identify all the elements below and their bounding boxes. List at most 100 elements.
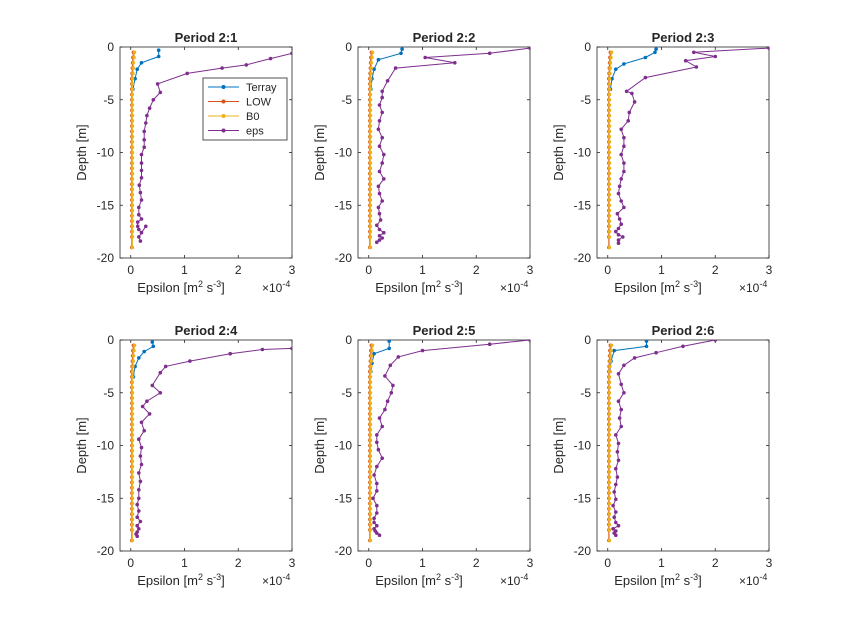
data-point-eps (138, 454, 143, 458)
data-point-B0 (368, 119, 373, 123)
data-point-eps (683, 58, 688, 63)
data-point-eps (385, 79, 390, 83)
y-tick-label: -20 (574, 251, 592, 265)
legend-box (202, 77, 288, 141)
y-tick-label: 0 (584, 40, 591, 54)
data-point-B0 (130, 203, 135, 208)
x-label-sup: -3 (690, 279, 698, 289)
data-point-eps (137, 235, 141, 239)
x-scale-multiplier: ×10-4 (739, 279, 767, 295)
data-point-B0 (130, 433, 135, 437)
y-tick-label: -5 (580, 93, 591, 107)
data-point-Terray (622, 62, 626, 66)
data-point-eps (378, 218, 383, 222)
x-scale-exponent: -4 (520, 279, 528, 289)
data-point-B0 (368, 92, 373, 97)
data-point-Terray (133, 76, 137, 81)
data-point-Terray (156, 48, 161, 52)
data-point-B0 (368, 449, 373, 453)
data-point-B0 (607, 401, 612, 406)
data-point-B0 (607, 198, 612, 202)
data-point-eps (142, 129, 146, 134)
y-tick-label: 0 (345, 40, 352, 54)
data-point-B0 (608, 359, 612, 363)
data-point-eps (375, 433, 379, 437)
data-point-eps (487, 51, 492, 56)
data-point-Terray (387, 346, 392, 351)
x-tick-label: 1 (658, 263, 665, 277)
data-point-eps (380, 161, 385, 165)
data-point-eps (144, 224, 148, 229)
data-point-B0 (368, 208, 373, 213)
data-point-eps (137, 183, 142, 187)
data-point-B0 (368, 496, 373, 501)
data-point-B0 (130, 198, 135, 202)
data-point-eps (391, 383, 395, 388)
data-point-B0 (130, 385, 135, 390)
data-point-eps (135, 515, 139, 519)
data-point-Terray (400, 47, 404, 51)
data-point-B0 (607, 140, 612, 144)
data-point-B0 (130, 166, 135, 171)
y-tick-label: 0 (584, 333, 591, 347)
data-point-B0 (130, 150, 135, 155)
legend-swatch-marker (221, 99, 226, 104)
data-point-B0 (368, 433, 373, 437)
data-point-B0 (607, 528, 612, 532)
data-point-eps (290, 51, 292, 56)
data-point-B0 (607, 480, 612, 485)
legend-label: LOW (246, 97, 272, 109)
data-point-eps (135, 502, 139, 507)
data-point-B0 (132, 50, 137, 55)
data-point-B0 (130, 412, 135, 416)
data-point-B0 (607, 375, 612, 379)
data-point-eps (632, 100, 637, 104)
x-label-sup: -3 (451, 279, 459, 289)
data-point-B0 (607, 459, 612, 464)
data-point-eps (393, 66, 398, 70)
data-point-eps (375, 503, 379, 508)
x-tick-label: 3 (289, 556, 296, 570)
data-point-B0 (130, 464, 135, 469)
data-point-B0 (609, 50, 614, 55)
data-point-eps (138, 190, 143, 195)
data-point-B0 (130, 369, 135, 374)
x-tick-label: 2 (473, 263, 480, 277)
data-point-B0 (130, 82, 135, 86)
x-tick-label: 0 (604, 556, 611, 570)
data-point-eps (376, 184, 381, 189)
data-point-B0 (368, 166, 373, 171)
data-point-B0 (368, 192, 373, 197)
data-point-B0 (130, 87, 135, 91)
data-point-Terray (644, 340, 649, 343)
y-tick-label: -10 (574, 146, 592, 160)
data-point-B0 (131, 354, 136, 358)
data-point-B0 (130, 161, 135, 165)
x-axis-label: Epsilon [m2 s-3] (614, 279, 701, 295)
data-point-eps (632, 356, 637, 360)
data-point-B0 (607, 491, 612, 495)
x-tick-label: 0 (365, 556, 372, 570)
y-tick-label: -10 (574, 439, 592, 453)
data-point-B0 (607, 412, 612, 416)
data-point-eps (616, 372, 621, 376)
data-point-eps (614, 433, 618, 437)
y-axis-label: Depth [m] (74, 124, 89, 180)
data-point-B0 (370, 50, 375, 55)
data-point-eps (389, 391, 394, 395)
data-point-B0 (131, 61, 136, 65)
data-point-B0 (607, 134, 612, 139)
x-scale-exponent: -4 (759, 279, 767, 289)
x-label-sup: -3 (451, 572, 459, 582)
data-point-eps (142, 145, 146, 149)
data-point-B0 (130, 470, 135, 474)
data-point-B0 (607, 369, 612, 374)
data-point-B0 (368, 385, 373, 390)
x-axis-label: Epsilon [m2 s-3] (137, 279, 224, 295)
data-point-eps (377, 169, 382, 174)
data-point-B0 (130, 491, 135, 495)
data-point-B0 (607, 496, 612, 501)
data-point-B0 (130, 192, 135, 197)
y-tick-label: -20 (335, 544, 353, 558)
data-point-B0 (130, 380, 135, 385)
